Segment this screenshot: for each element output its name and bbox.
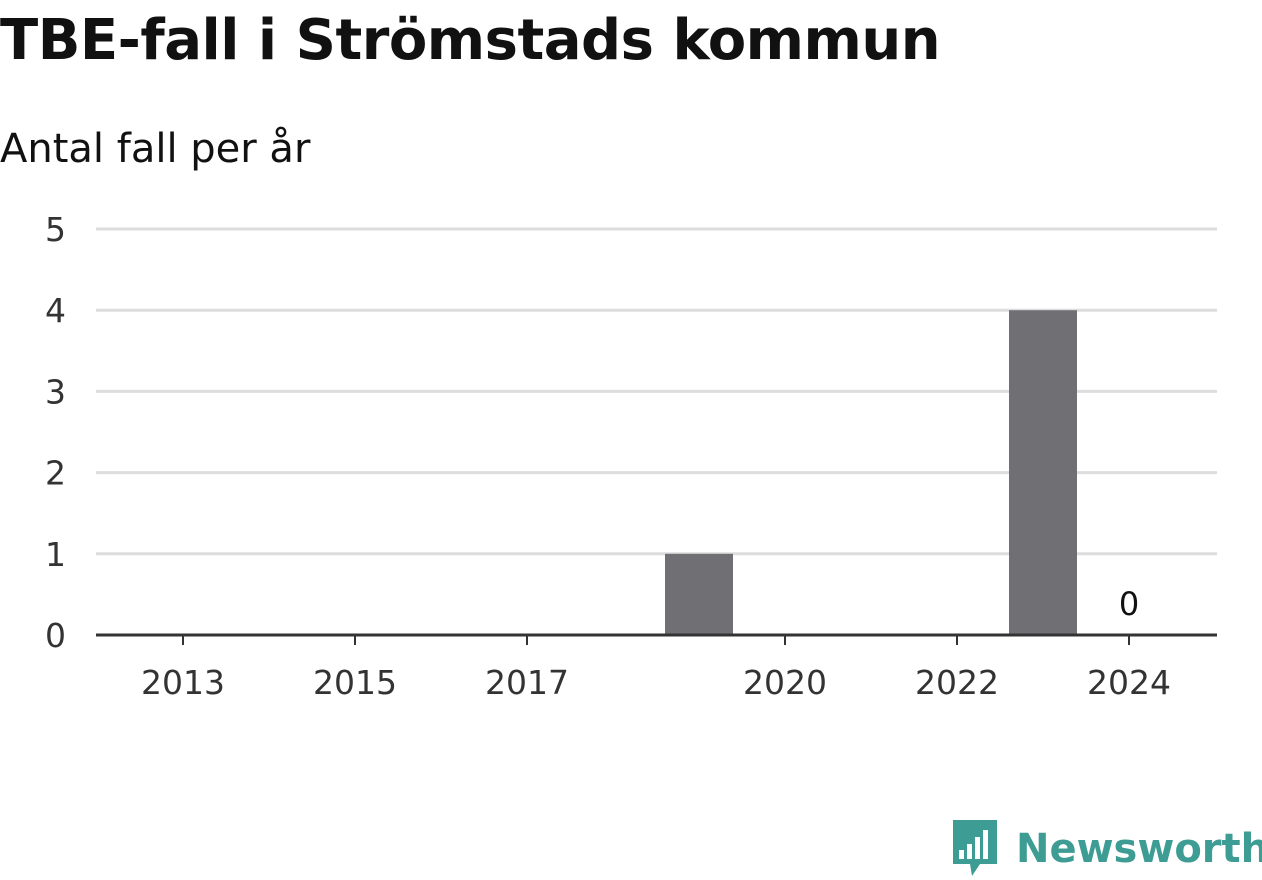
x-tick-label: 2013 — [141, 663, 225, 702]
y-tick-label: 2 — [45, 454, 66, 493]
x-tick-label: 2022 — [915, 663, 999, 702]
newsworthy-logo-text: Newsworthy — [1016, 826, 1262, 872]
y-tick-label: 3 — [45, 372, 66, 411]
chart-title: TBE-fall i Strömstads kommun — [0, 8, 941, 73]
bar-chart: 0 1 2 3 4 5 2013 2015 2017 2020 2022 2024 0 — [45, 210, 1217, 702]
bar — [1009, 310, 1077, 635]
x-tick-label: 2017 — [485, 663, 569, 702]
bar — [665, 553, 733, 635]
chart-subtitle: Antal fall per år — [0, 126, 311, 172]
x-tick-label: 2024 — [1087, 663, 1171, 702]
y-tick-label: 4 — [45, 291, 66, 330]
y-tick-label: 0 — [45, 616, 66, 655]
y-tick-label: 1 — [45, 535, 66, 574]
newsworthy-logo: Newsworthy — [950, 818, 1262, 880]
data-label: 0 — [1119, 585, 1139, 623]
x-tick-label: 2015 — [313, 663, 397, 702]
x-tick-label: 2020 — [743, 663, 827, 702]
newsworthy-logo-icon — [953, 820, 997, 876]
y-tick-label: 5 — [45, 210, 66, 249]
